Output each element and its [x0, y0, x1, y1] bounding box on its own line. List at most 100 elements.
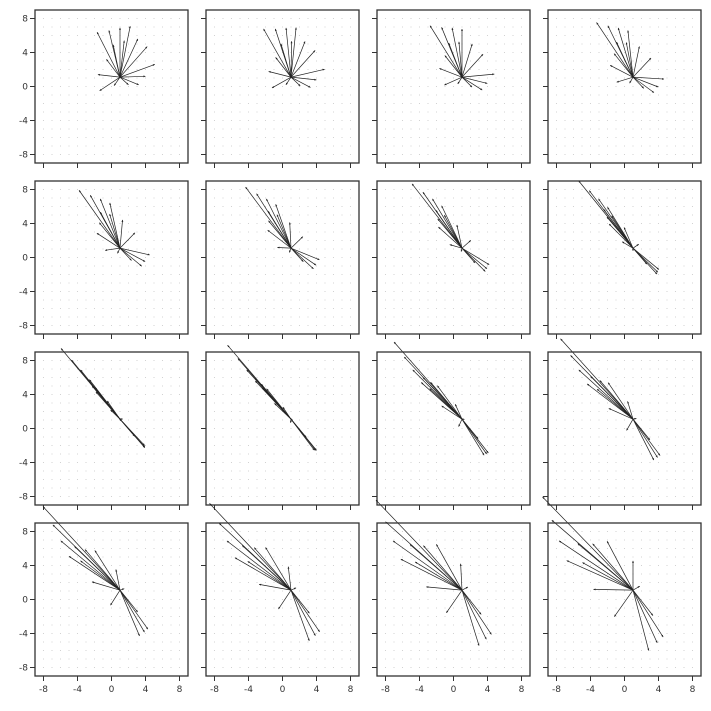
grid-dot	[393, 26, 395, 28]
grid-dot	[581, 188, 583, 191]
grid-dot	[444, 17, 446, 20]
grid-dot	[110, 17, 113, 20]
grid-dot	[418, 256, 421, 259]
grid-dot	[401, 495, 404, 498]
grid-dot	[572, 197, 575, 199]
grid-dot	[51, 34, 53, 37]
vector-16	[94, 387, 121, 420]
grid-dot	[674, 393, 677, 396]
grid-dot	[418, 393, 421, 396]
grid-dot	[256, 273, 258, 276]
grid-dot	[51, 102, 53, 105]
grid-dot	[290, 478, 292, 481]
grid-dot	[332, 205, 335, 208]
grid-dot	[657, 376, 660, 379]
grid-dot	[307, 393, 309, 396]
grid-dot	[298, 419, 301, 421]
grid-dot	[410, 136, 412, 139]
grid-dot	[581, 282, 583, 284]
grid-dot	[572, 85, 575, 88]
grid-dot	[127, 265, 130, 267]
grid-dot	[632, 307, 634, 310]
grid-dot	[581, 376, 583, 379]
grid-dot	[85, 590, 87, 592]
vector-13	[608, 223, 634, 249]
grid-dot	[666, 51, 668, 54]
grid-dot	[85, 85, 87, 88]
grid-dot	[59, 282, 62, 284]
grid-dot	[666, 145, 668, 147]
grid-dot	[674, 324, 677, 327]
grid-dot	[222, 188, 224, 191]
grid-dot	[51, 478, 53, 481]
grid-dot	[401, 607, 404, 609]
grid-dot	[239, 478, 241, 481]
grid-dot	[59, 102, 62, 105]
grid-dot	[495, 590, 497, 592]
grid-dot	[178, 658, 181, 660]
grid-dot	[520, 85, 523, 88]
grid-dot	[51, 666, 53, 669]
grid-dot	[649, 34, 651, 37]
grid-dot	[598, 111, 600, 113]
grid-dot	[290, 556, 292, 558]
grid-dot	[495, 256, 497, 259]
vector-head-7	[661, 77, 665, 80]
grid-dot	[264, 111, 267, 113]
grid-dot	[42, 94, 45, 96]
vector-head-15	[616, 41, 619, 45]
grid-dot	[264, 51, 267, 54]
grid-dot	[178, 427, 181, 430]
grid-dot	[332, 487, 335, 489]
grid-dot	[68, 632, 70, 635]
grid-dot	[384, 60, 387, 62]
grid-dot	[564, 299, 566, 301]
grid-dot	[564, 94, 566, 96]
grid-dot	[572, 214, 575, 216]
grid-dot	[144, 256, 147, 259]
grid-dot	[486, 598, 489, 601]
grid-dot	[674, 102, 677, 105]
vector-4	[234, 557, 292, 591]
grid-dot	[461, 136, 463, 139]
grid-dot	[102, 393, 104, 396]
grid-dot	[427, 256, 429, 259]
grid-dot	[486, 60, 489, 62]
grid-dot	[461, 222, 463, 225]
grid-dot	[161, 368, 164, 370]
grid-dot	[683, 324, 685, 327]
grid-dot	[247, 393, 250, 396]
grid-dot	[332, 307, 335, 310]
grid-dot	[161, 436, 164, 438]
grid-dot	[298, 265, 301, 267]
grid-dot	[657, 487, 660, 489]
grid-dot	[76, 393, 79, 396]
grid-dot	[93, 94, 96, 96]
grid-dot	[281, 188, 284, 191]
grid-dot	[666, 111, 668, 113]
grid-dot	[555, 214, 558, 216]
grid-dots	[42, 188, 181, 327]
grid-dot	[349, 376, 352, 379]
grid-dot	[264, 658, 267, 660]
grid-dot	[324, 530, 326, 533]
vector-9	[461, 76, 483, 91]
grid-dot	[76, 273, 79, 276]
grid-dot	[170, 556, 172, 558]
grid-dot	[632, 478, 634, 481]
grid-dot	[581, 34, 583, 37]
grid-dot	[76, 598, 79, 601]
grid-dot	[598, 273, 600, 276]
grid-dot	[51, 419, 53, 421]
grid-dot	[247, 256, 250, 259]
grid-dot	[110, 119, 113, 122]
grid-dot	[256, 607, 258, 609]
grid-dot	[68, 299, 70, 301]
vector-head-5	[121, 219, 124, 222]
vector-13	[437, 385, 463, 420]
grid-dot	[683, 376, 685, 379]
grid-dot	[461, 231, 463, 233]
grid-dot	[666, 410, 668, 413]
grid-dot	[606, 239, 609, 242]
grid-dot	[572, 51, 575, 54]
